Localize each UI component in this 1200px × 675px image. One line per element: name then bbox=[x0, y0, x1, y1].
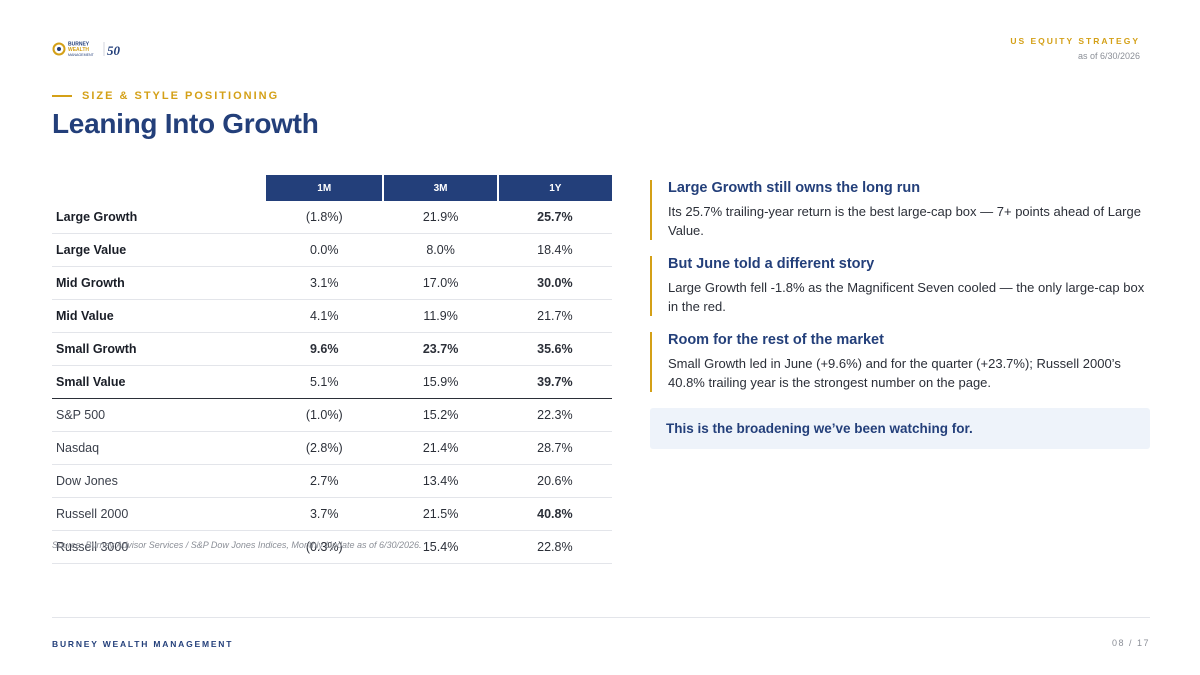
table-header-blank bbox=[52, 175, 265, 201]
insight-rest-of-market: Room for the rest of the market Small Gr… bbox=[650, 332, 1150, 392]
row-label: Nasdaq bbox=[52, 431, 265, 465]
cell-1y: 20.6% bbox=[497, 464, 612, 498]
table-row: Small Growth 9.6% 23.7% 35.6% bbox=[52, 332, 612, 366]
insight-body: Large Growth fell -1.8% as the Magnifice… bbox=[668, 280, 1145, 314]
cell-1y: 28.7% bbox=[497, 431, 612, 465]
insight-title: Room for the rest of the market bbox=[668, 332, 884, 348]
logo-line-2: WEALTH bbox=[68, 47, 89, 53]
cell-1y: 25.7% bbox=[497, 201, 612, 234]
table-body: Large Growth (1.8%) 21.9% 25.7% Large Value 0… bbox=[52, 201, 612, 564]
column-header-1y: 1Y bbox=[496, 175, 612, 201]
anniversary-50-mark: 50 bbox=[107, 43, 121, 58]
page-title: Leaning Into Growth bbox=[52, 108, 319, 139]
table-row: Russell 3000 (0.3%) 15.4% 22.8% bbox=[52, 530, 612, 564]
cell-1m: (1.8%) bbox=[265, 201, 384, 234]
cell-1m: (0.3%) bbox=[265, 530, 384, 564]
cell-3m: 13.4% bbox=[383, 464, 498, 498]
row-label: Russell 2000 bbox=[52, 497, 265, 531]
cell-1m: 5.1% bbox=[265, 365, 384, 399]
cell-3m: 11.9% bbox=[383, 299, 498, 333]
logo-line-3: MANAGEMENT bbox=[68, 53, 95, 57]
cell-1y: 22.8% bbox=[497, 530, 612, 564]
row-label: Russell 3000 bbox=[52, 530, 265, 564]
table-row: Russell 2000 3.7% 21.5% 40.8% bbox=[52, 497, 612, 531]
table-row: Dow Jones 2.7% 13.4% 20.6% bbox=[52, 464, 612, 498]
cell-1m: 0.0% bbox=[265, 233, 384, 267]
cell-1m: 3.7% bbox=[265, 497, 384, 531]
row-label: Large Value bbox=[52, 233, 265, 267]
insight-body: Its 25.7% trailing-year return is the be… bbox=[668, 204, 1141, 238]
cell-1m: (2.8%) bbox=[265, 431, 384, 465]
row-label: Small Value bbox=[52, 365, 265, 399]
eyebrow-text: SIZE & STYLE POSITIONING bbox=[82, 90, 280, 102]
cell-1m: 4.1% bbox=[265, 299, 384, 333]
insight-june: But June told a different story Large Gr… bbox=[650, 256, 1150, 316]
insight-title: Large Growth still owns the long run bbox=[668, 180, 921, 196]
row-label: Large Growth bbox=[52, 201, 265, 234]
table-row: Mid Growth 3.1% 17.0% 30.0% bbox=[52, 266, 612, 300]
table-row: Large Value 0.0% 8.0% 18.4% bbox=[52, 233, 612, 267]
footer-company: BURNEY WEALTH MANAGEMENT bbox=[52, 639, 234, 649]
section-eyebrow: SIZE & STYLE POSITIONING bbox=[52, 90, 279, 102]
header-tag: US EQUITY STRATEGY bbox=[1010, 36, 1140, 46]
source-note: Source: Burney Advisor Services / S&P Do… bbox=[52, 540, 422, 550]
cell-1m: 2.7% bbox=[265, 464, 384, 498]
row-label: Mid Growth bbox=[52, 266, 265, 300]
cell-3m: 15.4% bbox=[383, 530, 498, 564]
row-label: Mid Value bbox=[52, 299, 265, 333]
company-logo: BURNEY WEALTH MANAGEMENT 50 bbox=[52, 40, 124, 58]
cell-3m: 21.5% bbox=[383, 497, 498, 531]
insight-body: Small Growth led in June (+9.6%) and for… bbox=[668, 356, 1121, 390]
table-row: Mid Value 4.1% 11.9% 21.7% bbox=[52, 299, 612, 333]
cell-1m: (1.0%) bbox=[265, 398, 384, 432]
footer-divider bbox=[52, 617, 1150, 618]
row-label: Small Growth bbox=[52, 332, 265, 366]
cell-1y: 30.0% bbox=[497, 266, 612, 300]
insight-large-growth: Large Growth still owns the long run Its… bbox=[650, 180, 1150, 240]
cell-1m: 3.1% bbox=[265, 266, 384, 300]
cell-1y: 35.6% bbox=[497, 332, 612, 366]
table-header-row: 1M 3M 1Y bbox=[52, 175, 612, 201]
cell-3m: 15.2% bbox=[383, 398, 498, 432]
cell-3m: 17.0% bbox=[383, 266, 498, 300]
column-header-3m: 3M bbox=[382, 175, 498, 201]
burney-logo-mark: BURNEY WEALTH MANAGEMENT 50 bbox=[52, 42, 121, 58]
cell-3m: 21.4% bbox=[383, 431, 498, 465]
cell-1y: 18.4% bbox=[497, 233, 612, 267]
insight-title: But June told a different story bbox=[668, 256, 875, 272]
table-row: Nasdaq (2.8%) 21.4% 28.7% bbox=[52, 431, 612, 465]
cell-3m: 23.7% bbox=[383, 332, 498, 366]
table-row: Small Value 5.1% 15.9% 39.7% bbox=[52, 365, 612, 399]
performance-table: 1M 3M 1Y Large Growth (1.8%) 21.9% 25.7% Lar… bbox=[52, 175, 612, 564]
header-meta: US EQUITY STRATEGY as of 6/30/2026 bbox=[1010, 36, 1140, 61]
cell-1m: 9.6% bbox=[265, 332, 384, 366]
cell-1y: 21.7% bbox=[497, 299, 612, 333]
table-row: S&P 500 (1.0%) 15.2% 22.3% bbox=[52, 398, 612, 432]
page-number: 08 / 17 bbox=[1111, 638, 1150, 648]
insights-panel: Large Growth still owns the long run Its… bbox=[650, 180, 1150, 449]
row-label: S&P 500 bbox=[52, 398, 265, 432]
cell-3m: 15.9% bbox=[383, 365, 498, 399]
logo-line-1: BURNEY bbox=[68, 42, 90, 48]
cell-1y: 40.8% bbox=[497, 497, 612, 531]
cell-1y: 22.3% bbox=[497, 398, 612, 432]
row-label: Dow Jones bbox=[52, 464, 265, 498]
table-row: Large Growth (1.8%) 21.9% 25.7% bbox=[52, 201, 612, 234]
cell-3m: 8.0% bbox=[383, 233, 498, 267]
header-date: as of 6/30/2026 bbox=[1077, 51, 1140, 61]
cell-3m: 21.9% bbox=[383, 201, 498, 234]
eyebrow-rule bbox=[52, 95, 72, 97]
cell-1y: 39.7% bbox=[497, 365, 612, 399]
column-header-1m: 1M bbox=[263, 175, 384, 201]
callout-box: This is the broadening we’ve been watchi… bbox=[650, 408, 1150, 449]
